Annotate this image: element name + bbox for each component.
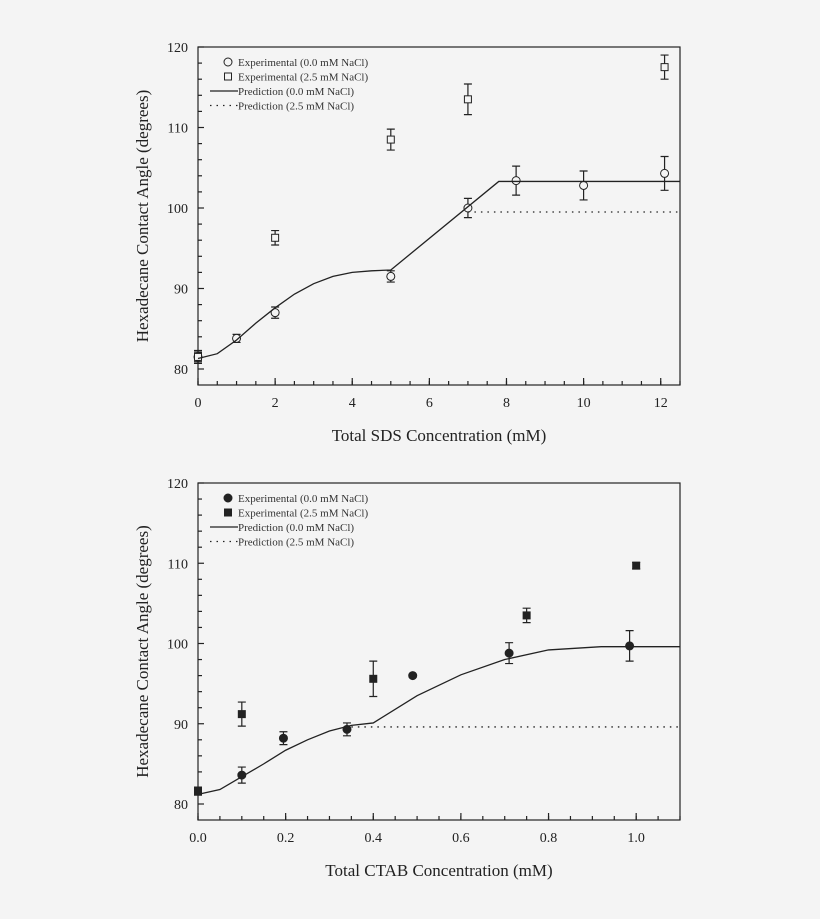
chart-1: 80 90 100 110 120 0 2 4 6 8 10 12 Total SDS Concentr… [133, 41, 681, 445]
data-point-square [194, 787, 202, 796]
legend-marker-square [224, 508, 232, 517]
data-point-square [522, 611, 531, 620]
y-axis-label: Hexadecane Contact Angle (degrees) [133, 525, 152, 778]
legend-entry: Prediction (0.0 mM NaCl) [238, 522, 354, 534]
data-point-circle [270, 308, 280, 318]
x-tick-label: 0.6 [452, 831, 470, 846]
legend-marker-circle [223, 57, 233, 67]
data-point-square [369, 674, 378, 683]
legend-entry: Experimental (0.0 mM NaCl) [238, 57, 368, 69]
prediction-line [197, 180, 680, 360]
y-tick-label: 100 [167, 638, 188, 653]
series-3 [197, 646, 680, 796]
x-tick-label: 1.0 [627, 831, 645, 846]
data-point-circle [278, 733, 288, 743]
x-axis-label: Total SDS Concentration (mM) [332, 426, 547, 445]
y-tick-label: 100 [167, 202, 188, 217]
chart-2: 80 90 100 110 120 0.0 0.2 0.4 0.6 0.8 1.0 Total CTA… [133, 477, 681, 880]
data-point-square [386, 135, 395, 144]
data-point-circle [579, 180, 589, 190]
legend-entry: Prediction (2.5 mM NaCl) [238, 537, 354, 549]
y-tick-label: 90 [174, 283, 188, 298]
y-axis-label: Hexadecane Contact Angle (degrees) [133, 90, 152, 343]
data-point-circle [625, 641, 635, 651]
prediction-line [197, 646, 680, 796]
x-tick-label: 0.4 [365, 831, 383, 846]
x-tick-label: 4 [349, 396, 356, 411]
x-tick-label: 0.0 [189, 831, 207, 846]
y-tick-label: 110 [168, 557, 188, 572]
data-point-circle [386, 271, 396, 281]
series-3 [197, 180, 680, 360]
x-tick-label: 0.8 [540, 831, 558, 846]
x-tick-label: 8 [503, 396, 510, 411]
data-point-circle [660, 168, 670, 178]
x-tick-label: 0.2 [277, 831, 295, 846]
data-point-circle [511, 176, 521, 186]
data-point-square [632, 561, 641, 570]
data-point-circle [504, 648, 514, 658]
x-tick-label: 10 [577, 396, 591, 411]
x-tick-label: 12 [654, 396, 668, 411]
data-point-circle [232, 333, 242, 343]
data-point-square [271, 233, 280, 242]
data-point-square [237, 710, 246, 719]
y-tick-label: 80 [174, 363, 188, 378]
legend-entry: Prediction (0.0 mM NaCl) [238, 86, 354, 98]
series-1 [237, 630, 635, 784]
y-tick-label: 120 [167, 477, 188, 492]
series-2 [194, 561, 641, 796]
x-tick-label: 2 [272, 396, 279, 411]
plot-frame [197, 46, 681, 386]
legend-entry: Prediction (2.5 mM NaCl) [238, 101, 354, 113]
y-tick-label: 90 [174, 718, 188, 733]
legend-marker-square [224, 72, 232, 81]
data-point-circle [408, 671, 418, 681]
x-tick-label: 0 [195, 396, 202, 411]
x-tick-label: 6 [426, 396, 433, 411]
x-axis-label: Total CTAB Concentration (mM) [325, 861, 552, 880]
data-point-square [194, 352, 202, 361]
y-tick-label: 80 [174, 798, 188, 813]
data-point-square [463, 95, 472, 104]
series-1 [193, 155, 670, 364]
legend-marker-circle [223, 493, 233, 503]
y-tick-label: 120 [167, 41, 188, 56]
legend-entry: Experimental (2.5 mM NaCl) [238, 72, 368, 84]
data-point-square [660, 63, 669, 72]
legend-entry: Experimental (0.0 mM NaCl) [238, 493, 368, 505]
series-2 [194, 54, 669, 363]
legend-entry: Experimental (2.5 mM NaCl) [238, 508, 368, 520]
y-tick-label: 110 [168, 122, 188, 137]
